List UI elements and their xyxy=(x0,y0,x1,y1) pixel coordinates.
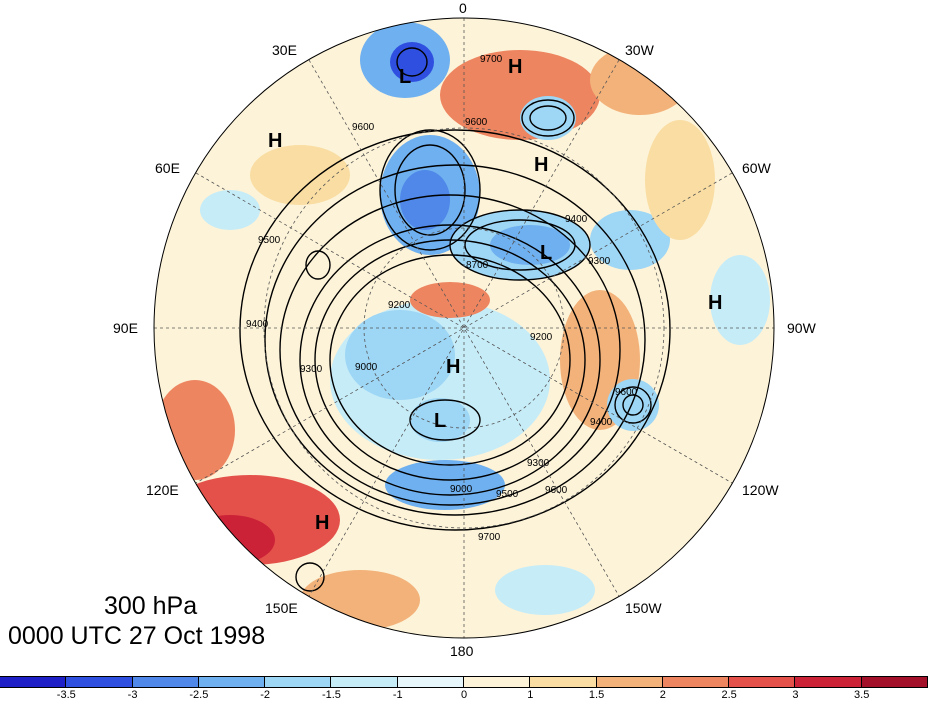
colorbar-swatch xyxy=(729,677,796,687)
lon-label-90w: 90W xyxy=(787,320,816,336)
contour-label: 9200 xyxy=(388,300,411,311)
map-boundary xyxy=(153,17,775,639)
colorbar-swatch xyxy=(66,677,133,687)
contour-label: 9400 xyxy=(590,417,613,428)
contour-label: 9300 xyxy=(300,364,323,375)
contour-label: 9200 xyxy=(530,332,553,343)
colorbar-swatch xyxy=(198,677,266,687)
contour-label: 9300 xyxy=(527,458,550,469)
contour-label: 9500 xyxy=(496,489,519,500)
colorbar-label: 0 xyxy=(460,689,468,701)
lon-label-120w: 120W xyxy=(742,482,779,498)
anomaly-shading xyxy=(155,22,770,630)
colorbar-label: -2 xyxy=(260,689,271,701)
lon-label-60e: 60E xyxy=(155,160,180,176)
graticule xyxy=(154,18,774,638)
colorbar-swatch xyxy=(662,677,730,687)
colorbar-swatch xyxy=(132,677,199,687)
colorbar-swatch xyxy=(397,677,464,687)
colorbar-label: 1.5 xyxy=(588,689,605,701)
high-marker: H xyxy=(446,356,461,378)
contour-label: 9000 xyxy=(450,484,473,495)
colorbar-label: -1.5 xyxy=(321,689,341,701)
contour-label: 9600 xyxy=(615,387,638,398)
colorbar-label: 2 xyxy=(659,689,666,701)
colorbar-swatch xyxy=(265,677,332,687)
colorbar-swatch xyxy=(331,677,398,687)
contour-label: 9400 xyxy=(246,319,269,330)
high-marker: H xyxy=(708,292,723,314)
contour-label: 9500 xyxy=(258,235,281,246)
low-marker: L xyxy=(540,242,553,264)
plot-time-title: 0000 UTC 27 Oct 1998 xyxy=(8,622,266,650)
colorbar-swatch xyxy=(0,677,67,687)
lon-label-30w: 30W xyxy=(625,42,654,58)
lon-label-90e: 90E xyxy=(113,320,138,336)
low-marker: L xyxy=(399,66,412,88)
colorbar-swatch xyxy=(463,677,531,687)
contour-label: 8700 xyxy=(466,260,489,271)
colorbar-swatch xyxy=(596,677,663,687)
high-marker: H xyxy=(534,154,549,176)
lon-label-120e: 120E xyxy=(146,482,179,498)
high-marker: H xyxy=(268,130,283,152)
colorbar-label: -2.5 xyxy=(189,689,209,701)
colorbar-label: 3 xyxy=(792,689,799,701)
lon-label-150e: 150E xyxy=(265,600,298,616)
contour-label: 9700 xyxy=(478,532,501,543)
lon-label-180: 180 xyxy=(450,643,474,659)
colorbar-label: 1 xyxy=(527,689,534,701)
colorbar-label: -1 xyxy=(392,689,403,701)
colorbar-swatch xyxy=(861,677,928,687)
height-contours xyxy=(239,47,671,592)
low-marker: L xyxy=(434,410,447,432)
contour-label: 9600 xyxy=(465,117,488,128)
contour-label: 9000 xyxy=(355,362,378,373)
lon-label-0: 0 xyxy=(459,0,467,16)
contour-label: 9400 xyxy=(565,214,588,225)
contour-label: 9300 xyxy=(588,256,611,267)
colorbar-swatch xyxy=(530,677,597,687)
contour-label: 9600 xyxy=(545,485,568,496)
colorbar-label: -3.5 xyxy=(56,689,76,701)
contour-label: 9700 xyxy=(480,54,503,65)
colorbar xyxy=(0,676,928,688)
high-marker: H xyxy=(315,512,330,534)
lon-label-60w: 60W xyxy=(742,160,771,176)
plot-level-title: 300 hPa xyxy=(104,592,198,620)
colorbar-label: -3 xyxy=(127,689,138,701)
lon-label-150w: 150W xyxy=(625,600,662,616)
colorbar-label: 3.5 xyxy=(854,689,870,701)
colorbar-swatch xyxy=(795,677,862,687)
high-marker: H xyxy=(508,56,523,78)
lon-label-30e: 30E xyxy=(272,42,297,58)
contour-label: 9600 xyxy=(352,122,375,133)
colorbar-label: 2.5 xyxy=(721,689,737,701)
